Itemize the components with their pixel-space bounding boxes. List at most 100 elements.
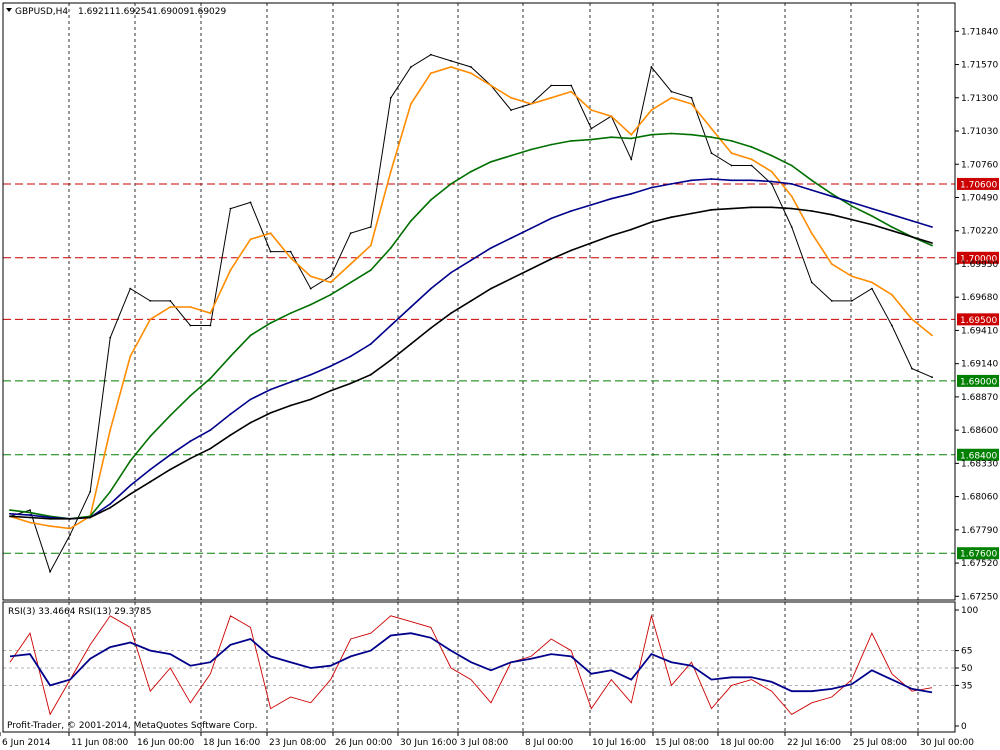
series-point	[450, 60, 452, 62]
series-point	[249, 421, 252, 424]
series-point	[510, 237, 512, 240]
series-point	[710, 127, 713, 130]
series-point	[49, 525, 51, 527]
series-point	[410, 220, 412, 222]
series-point	[470, 259, 472, 262]
series-point	[349, 281, 352, 284]
series-point	[249, 238, 252, 241]
series-point	[189, 394, 192, 397]
series-point	[249, 398, 252, 401]
series-point	[29, 511, 31, 514]
series-point	[149, 468, 152, 471]
series-point	[470, 66, 472, 68]
series-point	[570, 210, 573, 212]
series-point	[209, 447, 212, 450]
series-point	[650, 66, 653, 68]
rsi-slow-line	[9, 632, 933, 694]
series-point	[69, 533, 71, 536]
series-point	[690, 212, 693, 215]
series-point	[49, 516, 51, 519]
series-point	[510, 277, 512, 280]
series-point	[770, 154, 773, 157]
series-point	[9, 512, 11, 515]
time-tick-label: 6 Jun 2014	[2, 738, 51, 748]
series-point	[329, 275, 332, 278]
price-tick-label: 1.69950	[961, 260, 998, 270]
series-point	[209, 324, 212, 327]
time-tick-label: 23 Jun 08:00	[269, 738, 326, 748]
series-point	[690, 103, 693, 105]
series-point	[269, 232, 272, 235]
series-point	[470, 300, 472, 302]
series-point	[410, 306, 412, 308]
series-point	[550, 96, 553, 99]
rsi-fast-line	[9, 614, 933, 716]
price-tick-label: 1.70760	[961, 160, 998, 170]
series-point	[871, 207, 873, 210]
series-point	[309, 373, 312, 376]
series-point	[730, 140, 733, 142]
series-point	[490, 287, 492, 290]
series-point	[590, 138, 593, 141]
price-tick-label: 1.68870	[961, 393, 998, 403]
series-point	[309, 303, 312, 306]
series-point	[590, 109, 593, 111]
price-tick-label: 1.69410	[961, 326, 998, 336]
series-point	[650, 221, 653, 224]
series-point	[790, 164, 793, 167]
series-point	[871, 223, 873, 226]
time-tick-label: 18 Jul 00:00	[720, 738, 774, 748]
series-point	[369, 226, 372, 228]
series-point	[169, 300, 172, 302]
series-point	[891, 293, 893, 296]
series-point	[149, 318, 152, 321]
series-point	[770, 183, 773, 185]
series-point	[389, 96, 392, 99]
series-point	[670, 183, 673, 185]
series-point	[69, 517, 71, 520]
series-point	[29, 509, 31, 511]
series-point	[49, 517, 51, 520]
time-tick-label: 11 Jun 08:00	[71, 738, 128, 748]
series-point	[309, 275, 312, 278]
time-tick-label: 25 Jul 08:00	[853, 738, 907, 748]
chart-symbol-title: GBPUSD,H4	[15, 7, 68, 17]
menu-triangle-icon[interactable]	[6, 8, 12, 12]
time-tick-label: 26 Jun 00:00	[335, 738, 392, 748]
series-point	[810, 210, 813, 212]
series-point	[590, 242, 593, 244]
time-tick-label: 16 Jun 00:00	[137, 738, 194, 748]
series-point	[550, 84, 553, 87]
series-point	[410, 66, 412, 68]
time-tick-label: 10 Jul 16:00	[592, 738, 646, 748]
series-point	[550, 217, 553, 220]
series-point	[129, 484, 132, 487]
series-point	[810, 281, 813, 284]
series-point	[209, 429, 212, 431]
series-point	[149, 300, 152, 302]
series-point	[830, 263, 833, 265]
time-tick-label: 30 Jul 00:00	[920, 738, 974, 748]
time-tick-label: 18 Jun 16:00	[203, 738, 260, 748]
series-point	[169, 468, 172, 471]
series-point	[810, 189, 813, 192]
price-tick-label: 1.70490	[961, 193, 998, 203]
series-point	[410, 103, 412, 105]
level-label-box	[957, 374, 999, 387]
series-point	[269, 388, 272, 391]
series-point	[690, 179, 693, 182]
series-point	[89, 516, 92, 519]
series-point	[470, 72, 472, 75]
price-tick-label: 1.71840	[961, 27, 998, 37]
series-point	[750, 206, 753, 209]
series-point	[209, 312, 212, 315]
level-label-box	[957, 177, 999, 190]
price-tick-label: 1.68330	[961, 459, 998, 469]
series-point	[450, 271, 452, 274]
series-point	[710, 152, 713, 155]
series-point	[510, 96, 512, 99]
series-point	[670, 96, 673, 99]
series-point	[730, 207, 733, 210]
series-point	[810, 232, 813, 235]
series-point	[690, 133, 693, 136]
